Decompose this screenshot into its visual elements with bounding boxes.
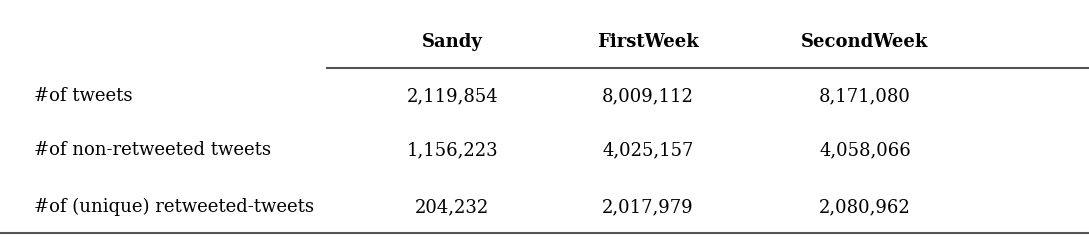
Text: 204,232: 204,232 — [415, 198, 489, 216]
Text: 2,080,962: 2,080,962 — [819, 198, 910, 216]
Text: #of tweets: #of tweets — [34, 87, 133, 105]
Text: 8,171,080: 8,171,080 — [819, 87, 910, 105]
Text: FirstWeek: FirstWeek — [597, 33, 698, 50]
Text: 8,009,112: 8,009,112 — [602, 87, 694, 105]
Text: 2,119,854: 2,119,854 — [406, 87, 498, 105]
Text: #of (unique) retweeted-tweets: #of (unique) retweeted-tweets — [34, 198, 314, 216]
Text: Sandy: Sandy — [421, 33, 482, 50]
Text: 1,156,223: 1,156,223 — [406, 141, 498, 159]
Text: 2,017,979: 2,017,979 — [602, 198, 694, 216]
Text: 4,058,066: 4,058,066 — [819, 141, 910, 159]
Text: SecondWeek: SecondWeek — [802, 33, 929, 50]
Text: 4,025,157: 4,025,157 — [602, 141, 694, 159]
Text: #of non-retweeted tweets: #of non-retweeted tweets — [34, 141, 271, 159]
